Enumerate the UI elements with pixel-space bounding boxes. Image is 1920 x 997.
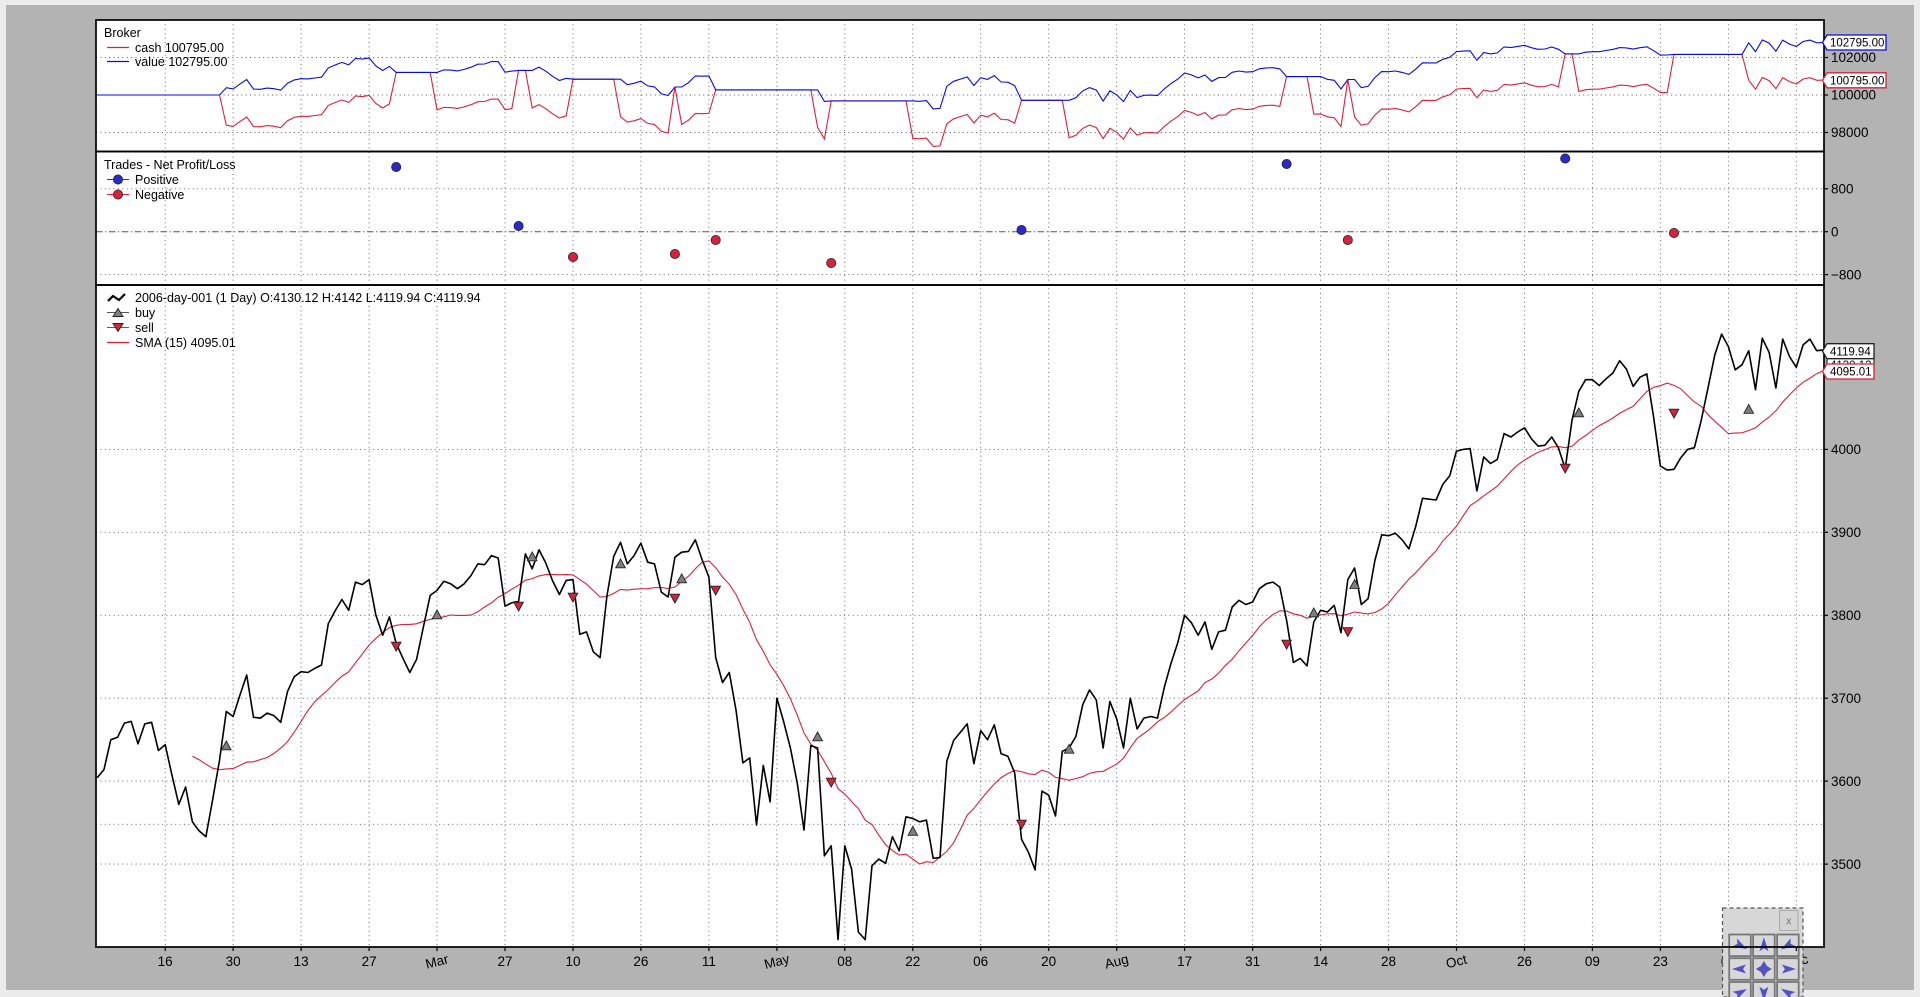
- svg-text:09: 09: [1585, 954, 1600, 969]
- svg-text:11: 11: [702, 954, 716, 969]
- svg-text:13: 13: [294, 954, 309, 969]
- svg-text:23: 23: [1653, 954, 1668, 969]
- svg-text:26: 26: [1517, 954, 1532, 969]
- svg-text:Mar: Mar: [424, 951, 451, 971]
- svg-text:Aug: Aug: [1103, 951, 1130, 971]
- svg-text:4095.01: 4095.01: [1830, 367, 1872, 379]
- svg-text:27: 27: [362, 954, 377, 969]
- svg-text:100000: 100000: [1831, 88, 1876, 103]
- svg-text:3900: 3900: [1831, 525, 1861, 540]
- svg-text:98000: 98000: [1831, 125, 1869, 140]
- svg-text:Positive: Positive: [135, 173, 179, 187]
- svg-text:28: 28: [1381, 954, 1396, 969]
- svg-text:22: 22: [905, 954, 920, 969]
- svg-text:30: 30: [226, 954, 241, 969]
- svg-text:17: 17: [1177, 954, 1192, 969]
- svg-text:cash 100795.00: cash 100795.00: [135, 41, 224, 55]
- svg-text:Oct: Oct: [1444, 952, 1468, 972]
- svg-text:100795.00: 100795.00: [1830, 76, 1884, 88]
- svg-text:27: 27: [497, 954, 512, 969]
- svg-text:May: May: [763, 951, 792, 972]
- svg-text:3800: 3800: [1831, 608, 1861, 623]
- svg-text:−800: −800: [1831, 267, 1861, 282]
- svg-text:sell: sell: [135, 321, 154, 335]
- svg-text:Trades - Net Profit/Loss: Trades - Net Profit/Loss: [104, 158, 236, 172]
- svg-text:08: 08: [837, 954, 852, 969]
- svg-text:3600: 3600: [1831, 774, 1861, 789]
- svg-text:4119.94: 4119.94: [1830, 346, 1871, 358]
- svg-text:3700: 3700: [1831, 691, 1861, 706]
- svg-text:31: 31: [1245, 954, 1260, 969]
- svg-text:20: 20: [1041, 954, 1056, 969]
- svg-text:0: 0: [1831, 224, 1839, 239]
- svg-text:800: 800: [1831, 182, 1854, 197]
- svg-text:3500: 3500: [1831, 857, 1861, 872]
- svg-text:x: x: [1786, 916, 1792, 928]
- svg-text:2006-day-001 (1 Day) O:4130.12: 2006-day-001 (1 Day) O:4130.12 H:4142 L:…: [135, 291, 481, 305]
- svg-text:26: 26: [633, 954, 648, 969]
- svg-text:06: 06: [973, 954, 988, 969]
- svg-text:value 102795.00: value 102795.00: [135, 55, 227, 69]
- svg-text:Negative: Negative: [135, 188, 184, 202]
- svg-text:SMA (15) 4095.01: SMA (15) 4095.01: [135, 336, 236, 350]
- svg-text:102000: 102000: [1831, 50, 1876, 65]
- svg-text:10: 10: [565, 954, 580, 969]
- svg-text:14: 14: [1313, 954, 1329, 969]
- svg-text:buy: buy: [135, 306, 156, 320]
- svg-text:4000: 4000: [1831, 442, 1861, 457]
- svg-text:16: 16: [158, 954, 173, 969]
- svg-text:102795.00: 102795.00: [1830, 38, 1884, 50]
- svg-text:Broker: Broker: [104, 26, 141, 40]
